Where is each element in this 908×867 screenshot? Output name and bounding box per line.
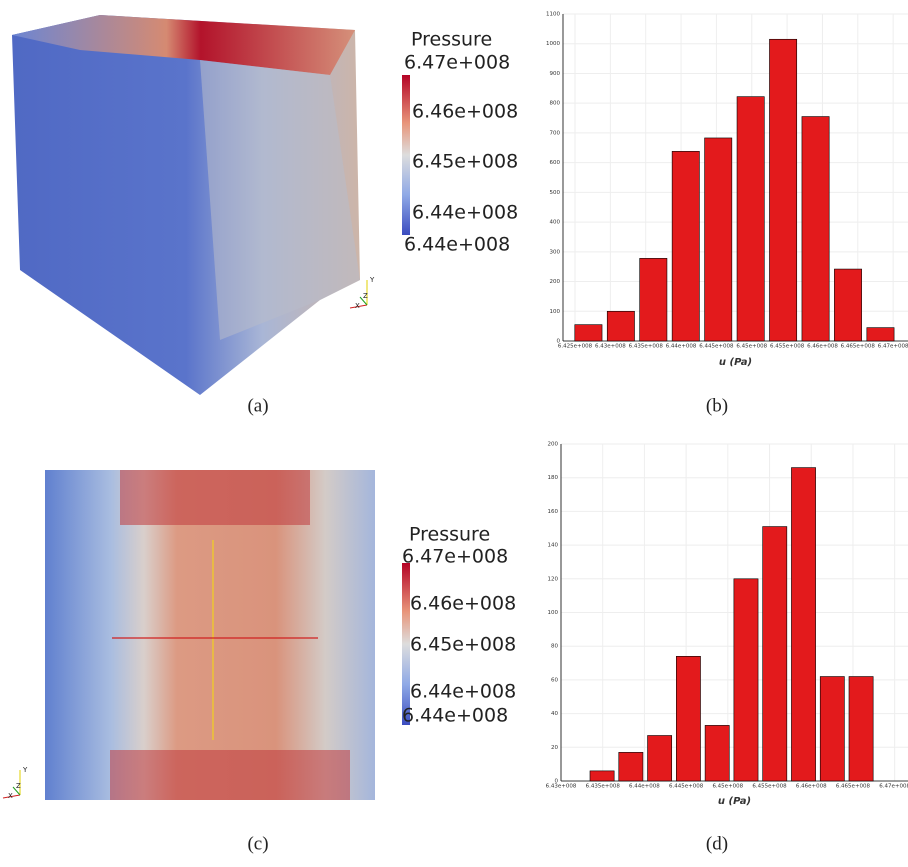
- x-tick-label: 6.46e+008: [807, 344, 838, 350]
- y-tick-label: 40: [551, 711, 558, 717]
- bar: [791, 467, 816, 782]
- y-tick-label: 900: [550, 71, 561, 77]
- y-tick-label: 500: [550, 190, 561, 196]
- x-tick-label: 6.47e+008: [878, 344, 908, 350]
- colorbar-label: 6.46e+008: [410, 593, 516, 615]
- x-tick-label: 6.445e+008: [669, 784, 704, 790]
- gizmo-axis: [349, 304, 368, 309]
- bar: [848, 676, 874, 782]
- bar: [618, 752, 644, 782]
- y-tick-label: 1100: [546, 12, 560, 18]
- x-tick-label: 6.46e+008: [796, 784, 827, 790]
- y-tick-label: 300: [550, 249, 561, 255]
- colorbar: [402, 563, 410, 725]
- x-tick-label: 6.45e+008: [736, 344, 767, 350]
- y-tick-label: 200: [550, 279, 561, 285]
- bar: [834, 268, 862, 342]
- y-tick-label: 60: [551, 677, 558, 683]
- y-tick-label: 0: [555, 779, 559, 785]
- bar: [639, 258, 668, 342]
- y-tick-label: 800: [550, 101, 561, 107]
- bar: [671, 151, 700, 342]
- y-tick-label: 400: [550, 220, 561, 226]
- gizmo-axis: [359, 296, 368, 306]
- mesh-render-a: [12, 15, 360, 395]
- gizmo-axis: [12, 786, 21, 796]
- y-tick-label: 180: [548, 475, 559, 481]
- colorbar-label: 6.45e+008: [410, 634, 516, 656]
- bar: [704, 137, 733, 342]
- bar: [866, 327, 895, 342]
- caption: (c): [247, 833, 268, 854]
- mesh-render-c: [45, 470, 375, 800]
- x-tick-label: 6.455e+008: [752, 784, 787, 790]
- colorbar-label: 6.45e+008: [412, 151, 518, 173]
- y-tick-label: 100: [548, 610, 559, 616]
- bar: [769, 38, 798, 342]
- x-tick-label: 6.445e+008: [699, 344, 734, 350]
- colorbar-title: Pressure: [411, 29, 492, 51]
- y-tick-label: 1000: [546, 41, 560, 47]
- bar: [704, 725, 730, 782]
- bar: [676, 656, 701, 782]
- caption: (b): [706, 395, 728, 416]
- bar: [647, 735, 673, 782]
- x-axis-label: u (Pa): [719, 357, 752, 368]
- x-axis-label: u (Pa): [718, 796, 751, 807]
- colorbar-label: 6.44e+008: [410, 681, 516, 703]
- x-tick-label: 6.44e+008: [666, 344, 697, 350]
- x-tick-label: 6.465e+008: [841, 344, 876, 350]
- gizmo-label: X: [355, 302, 360, 310]
- x-tick-label: 6.43e+008: [546, 784, 577, 790]
- y-tick-label: 140: [548, 543, 559, 549]
- x-tick-label: 6.435e+008: [586, 784, 621, 790]
- y-tick-label: 0: [557, 339, 561, 345]
- colorbar-label: 6.47e+008: [404, 52, 510, 74]
- x-tick-label: 6.45e+008: [712, 784, 743, 790]
- x-tick-label: 6.455e+008: [770, 344, 805, 350]
- gizmo-axis: [2, 794, 21, 799]
- bar: [736, 96, 765, 342]
- colorbar-label: 6.46e+008: [412, 101, 518, 123]
- x-tick-label: 6.425e+008: [558, 344, 593, 350]
- y-tick-label: 120: [548, 576, 559, 582]
- y-tick-label: 600: [550, 160, 561, 166]
- bar: [589, 770, 615, 782]
- x-tick-label: 6.47e+008: [879, 784, 908, 790]
- bar: [762, 526, 788, 782]
- colorbar: [402, 75, 410, 235]
- colorbar-label: 6.47e+008: [402, 546, 508, 568]
- bar: [574, 324, 603, 342]
- bar: [606, 310, 635, 342]
- gizmo-label: Y: [369, 276, 375, 284]
- caption: (a): [247, 395, 268, 416]
- y-tick-label: 100: [550, 309, 561, 315]
- x-tick-label: 6.465e+008: [836, 784, 871, 790]
- y-tick-label: 80: [551, 644, 558, 650]
- x-tick-label: 6.43e+008: [595, 344, 626, 350]
- colorbar-label: 6.44e+008: [412, 202, 518, 224]
- caption: (d): [706, 833, 728, 854]
- gizmo-label: Z: [363, 292, 368, 300]
- bar: [819, 676, 845, 782]
- x-tick-label: 6.44e+008: [629, 784, 660, 790]
- bar: [733, 578, 759, 782]
- gizmo-label: Y: [22, 766, 28, 774]
- gizmo-label: X: [8, 792, 13, 800]
- y-tick-label: 160: [548, 509, 559, 515]
- y-tick-label: 200: [548, 442, 559, 448]
- gizmo-label: Z: [16, 782, 21, 790]
- bar: [801, 116, 830, 342]
- y-tick-label: 20: [551, 745, 558, 751]
- y-tick-label: 700: [550, 130, 561, 136]
- colorbar-label: 6.44e+008: [402, 705, 508, 727]
- x-tick-label: 6.435e+008: [629, 344, 664, 350]
- colorbar-label: 6.44e+008: [404, 234, 510, 256]
- colorbar-title: Pressure: [409, 524, 490, 546]
